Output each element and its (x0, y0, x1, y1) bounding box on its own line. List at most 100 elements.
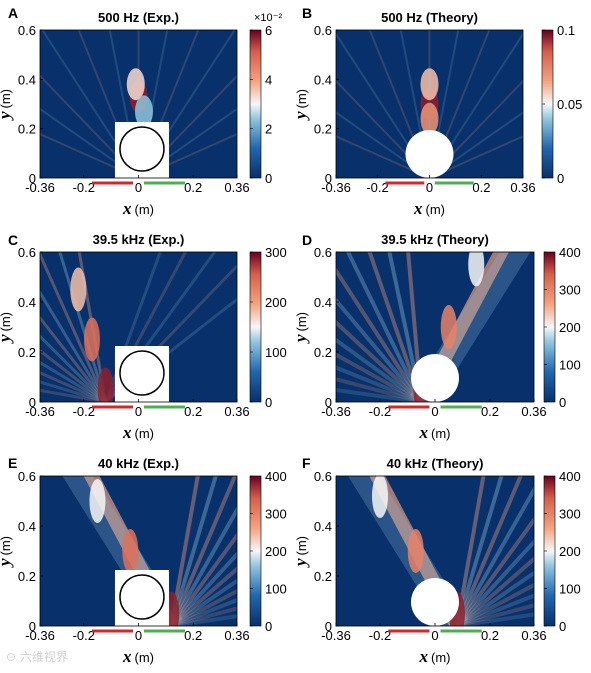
y-tick-label: 0.6 (18, 23, 36, 38)
field-ray (169, 532, 237, 626)
y-tick-label: 0.4 (18, 519, 36, 534)
colorbar-tick-label: 200 (559, 544, 581, 559)
field-ray (429, 135, 523, 178)
colorbar-tick-label: 2 (265, 122, 272, 137)
field-ray (40, 380, 107, 402)
intensity-spot (97, 367, 114, 402)
intensity-spot (89, 479, 106, 523)
obstacle-circle (411, 354, 459, 402)
intensity-spot (468, 252, 485, 287)
panel-D: -0.36 -0.2 0 0.2 0.36 0 0.2 0.4 0.6 x (m) y(m) 39.5 … (291, 232, 581, 442)
field-ray (40, 252, 108, 402)
y-axis-label: y(m) (291, 536, 310, 568)
x-axis-label: x (m) (122, 423, 154, 442)
colorbar-tick-label: 0 (559, 619, 566, 634)
y-tick-label: 0.6 (314, 23, 332, 38)
colorbar (249, 29, 262, 179)
x-axis-label: x (m) (419, 647, 451, 666)
heatmap-field (336, 30, 523, 178)
y-axis-label: y(m) (0, 536, 14, 568)
intensity-spot (420, 68, 439, 101)
y-tick-label: 0.4 (314, 295, 332, 310)
field-ray (336, 267, 423, 402)
y-axis-label: y(m) (291, 89, 310, 121)
x-tick-label: 0 (135, 180, 142, 195)
field-ray (170, 588, 237, 626)
panel-letter: F (302, 455, 311, 471)
field-ray (336, 297, 423, 402)
colorbar-exponent: ×10⁻² (254, 12, 282, 24)
field-ray (336, 377, 422, 402)
colorbar-tick-label: 0.05 (557, 97, 582, 112)
x-tick-label: -0.36 (25, 628, 55, 643)
y-tick-label: 0.4 (18, 295, 36, 310)
panel-letter: A (8, 5, 18, 21)
x-axis-label: x (m) (419, 423, 451, 442)
obstacle-circle (119, 574, 165, 620)
field-ray (169, 476, 218, 626)
x-tick-label: 0.36 (224, 180, 249, 195)
field-ray (169, 476, 200, 626)
field-ray (336, 79, 431, 178)
y-tick-label: 0.2 (18, 122, 36, 137)
colorbar-tick-label: 4 (265, 72, 272, 87)
panel-A: -0.36 -0.2 0 0.2 0.36 0 0.2 0.4 0.6 x(m) y(m) 500 H… (0, 5, 282, 218)
y-tick-label: 0.2 (18, 345, 36, 360)
field-ray (138, 133, 237, 178)
y-tick-label: 0.2 (314, 122, 332, 137)
x-tick-label: -0.36 (321, 180, 351, 195)
x-tick-label: 0 (135, 404, 142, 419)
x-tick-label: 0.36 (510, 180, 535, 195)
x-tick-label: 0.2 (184, 180, 202, 195)
intensity-spot (122, 529, 139, 573)
panel-E: -0.36 -0.2 0 0.2 0.36 0 0.2 0.4 0.6 x(m) y(m) 40 kH… (0, 455, 287, 666)
panel-title: 39.5 kHz (Theory) (381, 232, 489, 247)
panel-title: 40 kHz (Exp.) (98, 456, 179, 471)
x-tick-label: 0 (431, 404, 438, 419)
x-axis-label: x (m) (122, 647, 154, 666)
panel-title: 39.5 kHz (Exp.) (93, 232, 185, 247)
y-axis-label: y(m) (0, 312, 14, 344)
field-ray (336, 319, 423, 402)
field-ray (40, 348, 107, 402)
panel-letter: D (302, 232, 312, 248)
field-ray (428, 111, 523, 178)
intensity-spot (407, 529, 424, 573)
x-axis-label: x (m) (413, 199, 445, 218)
x-tick-label: -0.2 (73, 404, 95, 419)
field-ray (170, 597, 237, 626)
colorbar-tick-label: 400 (265, 469, 287, 484)
field-ray (40, 315, 107, 402)
field-ray (40, 133, 139, 178)
field-ray (456, 593, 534, 626)
panel-letter: B (302, 5, 312, 21)
field-ray (336, 111, 431, 178)
colorbar-tick-label: 400 (559, 245, 581, 260)
colorbar-tick-label: 0 (559, 395, 566, 410)
field-ray (456, 603, 534, 626)
colorbar-tick-label: 6 (265, 23, 272, 38)
x-tick-label: 0 (135, 628, 142, 643)
field-ray (137, 107, 237, 178)
field-ray (170, 566, 237, 626)
colorbar-tick-label: 100 (559, 358, 581, 373)
x-tick-label: 0 (431, 628, 438, 643)
y-tick-label: 0.2 (314, 569, 332, 584)
field-ray (171, 614, 237, 626)
x-tick-label: -0.2 (369, 404, 391, 419)
x-tick-label: 0.2 (184, 404, 202, 419)
y-tick-label: 0 (29, 619, 36, 634)
obstacle-circle (119, 126, 165, 172)
colorbar-tick-label: 200 (265, 544, 287, 559)
x-tick-label: 0.2 (481, 404, 499, 419)
panel-letter: E (8, 455, 17, 471)
colorbar-tick-label: 0 (265, 395, 272, 410)
x-tick-label: 0.2 (481, 628, 499, 643)
colorbar-tick-label: 200 (265, 295, 287, 310)
y-axis-label: y(m) (291, 312, 310, 344)
y-tick-label: 0.2 (18, 569, 36, 584)
field-ray (428, 32, 523, 178)
field-ray (40, 371, 107, 402)
intensity-spot (126, 68, 145, 101)
field-ray (40, 74, 140, 178)
